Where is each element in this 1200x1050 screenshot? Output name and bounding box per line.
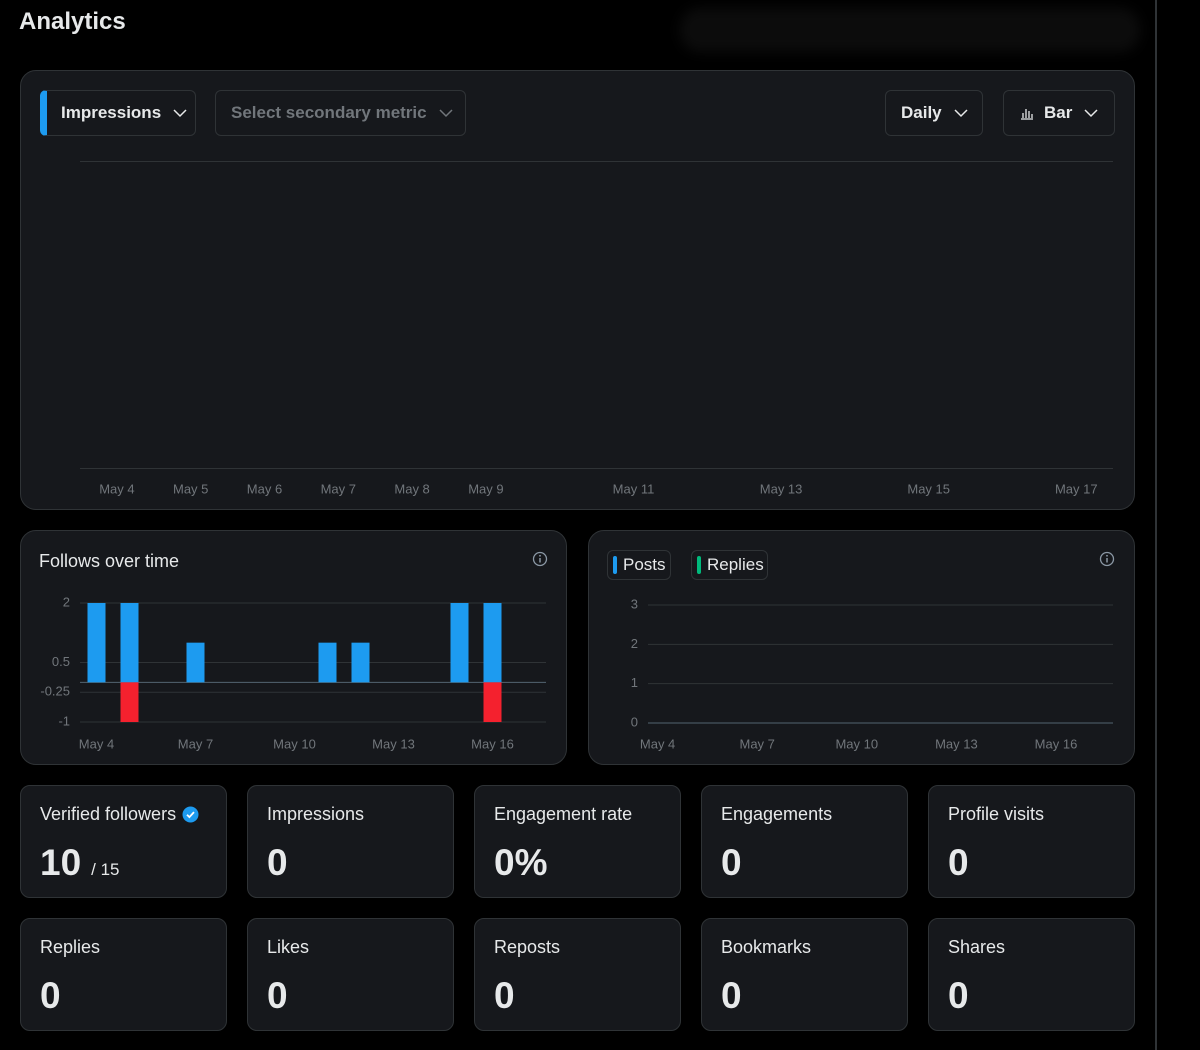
stat-value: 0: [948, 975, 969, 1017]
legend-posts[interactable]: Posts: [607, 550, 671, 580]
stat-label-text: Impressions: [267, 804, 365, 824]
stat-value-number: 0: [721, 975, 742, 1016]
stat-label-text: Shares: [948, 937, 1006, 957]
info-icon[interactable]: [532, 551, 548, 567]
chart-type-select[interactable]: Bar: [1003, 90, 1115, 136]
stat-label-text: Verified followers: [40, 804, 177, 824]
stat-value: 0: [267, 842, 288, 884]
stat-value-number: 0: [948, 842, 969, 883]
stat-label-text: Profile visits: [948, 804, 1045, 824]
bar-icon: [1021, 109, 1033, 120]
stat-label-text: Engagement rate: [494, 804, 633, 824]
info-icon[interactable]: [1099, 551, 1115, 567]
stat-card: Bookmarks 0: [701, 918, 908, 1031]
stat-label-text: Replies: [40, 937, 101, 957]
stat-label-text: Likes: [267, 937, 310, 957]
stat-value-number: 0: [40, 975, 61, 1016]
stat-value: 0: [721, 842, 742, 884]
legend-label: Posts: [623, 555, 666, 574]
stat-label: Reposts: [494, 937, 560, 958]
divider: [1155, 0, 1157, 1050]
verified-badge: [182, 806, 199, 823]
stat-value-number: 10: [40, 842, 82, 883]
stat-card: Impressions 0: [247, 785, 454, 898]
stat-card: Engagement rate 0%: [474, 785, 681, 898]
stat-value-number: 0: [267, 842, 288, 883]
interval-select[interactable]: Daily: [885, 90, 983, 136]
stat-value: 0: [40, 975, 61, 1017]
blurred-header: [680, 8, 1140, 52]
stat-label: Likes: [267, 937, 309, 958]
secondary-metric-select[interactable]: Select secondary metric: [215, 90, 466, 136]
activity-panel: [588, 530, 1135, 765]
stat-label: Impressions: [267, 804, 364, 825]
stat-value: 0: [267, 975, 288, 1017]
stat-label: Verified followers: [40, 804, 199, 825]
stat-label: Profile visits: [948, 804, 1044, 825]
stat-value: 0%: [494, 842, 547, 884]
follows-panel: [20, 530, 567, 765]
stat-total: / 15: [91, 860, 120, 879]
stat-label-text: Engagements: [721, 804, 833, 824]
stat-value-number: 0: [721, 842, 742, 883]
stat-card: Likes 0: [247, 918, 454, 1031]
follows-title: Follows over time: [39, 551, 180, 571]
stat-card: Engagements 0: [701, 785, 908, 898]
legend-swatch: [613, 556, 617, 574]
stat-card: Profile visits 0: [928, 785, 1135, 898]
stat-label-text: Bookmarks: [721, 937, 812, 957]
chart-type: Bar: [1044, 103, 1073, 122]
primary-metric: Impressions: [61, 103, 162, 122]
stat-label: Replies: [40, 937, 100, 958]
stat-card: Reposts 0: [474, 918, 681, 1031]
stat-value-number: 0: [267, 975, 288, 1016]
stat-label: Engagements: [721, 804, 832, 825]
stat-label: Shares: [948, 937, 1005, 958]
stat-label-text: Reposts: [494, 937, 561, 957]
stat-value-number: 0: [494, 975, 515, 1016]
stat-label: Bookmarks: [721, 937, 811, 958]
chevron: [954, 109, 968, 118]
stat-value-number: 0: [948, 975, 969, 1016]
stat-card: Verified followers 10 / 15: [20, 785, 227, 898]
primary-metric-select[interactable]: Impressions: [40, 90, 196, 136]
stat-label: Engagement rate: [494, 804, 632, 825]
main-chart-panel: [20, 70, 1135, 510]
chevron: [173, 109, 187, 118]
page-title: Analytics: [19, 8, 126, 35]
stat-card: Replies 0: [20, 918, 227, 1031]
legend-swatch: [697, 556, 701, 574]
stat-value: 0: [948, 842, 969, 884]
stat-value: 0: [721, 975, 742, 1017]
legend-replies[interactable]: Replies: [691, 550, 768, 580]
secondary-metric: Select secondary metric: [231, 103, 427, 122]
stat-card: Shares 0: [928, 918, 1135, 1031]
interval: Daily: [901, 103, 942, 122]
stat-value: 10 / 15: [40, 842, 120, 884]
chevron: [1084, 109, 1098, 118]
legend-label: Replies: [707, 555, 764, 574]
stat-value: 0: [494, 975, 515, 1017]
chevron: [439, 109, 453, 118]
stat-value-number: 0%: [494, 842, 548, 883]
